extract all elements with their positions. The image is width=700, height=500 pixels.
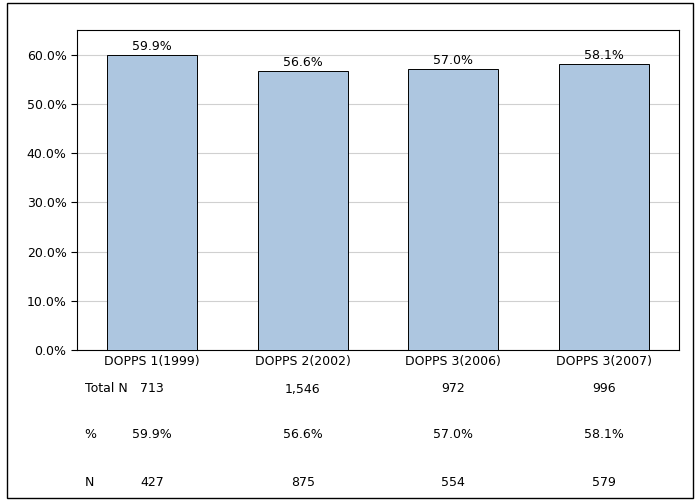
Text: 713: 713 [141,382,164,396]
Bar [408,70,498,350]
Text: 58.1%: 58.1% [584,428,624,440]
Text: 1,546: 1,546 [285,382,321,396]
Text: 972: 972 [442,382,465,396]
Text: 56.6%: 56.6% [283,428,323,440]
Text: 427: 427 [141,476,164,488]
Text: 554: 554 [441,476,466,488]
Text: 59.9%: 59.9% [132,428,172,440]
Text: N: N [85,476,94,488]
Bar [107,55,197,350]
Text: 996: 996 [592,382,615,396]
Text: Total N: Total N [85,382,127,396]
Text: 57.0%: 57.0% [433,54,473,68]
Bar [258,72,348,350]
Text: 57.0%: 57.0% [433,428,473,440]
Text: 875: 875 [290,476,315,488]
Text: %: % [85,428,97,440]
Text: 58.1%: 58.1% [584,49,624,62]
Text: 579: 579 [592,476,616,488]
Text: 56.6%: 56.6% [283,56,323,70]
Text: 59.9%: 59.9% [132,40,172,53]
Bar [559,64,649,350]
